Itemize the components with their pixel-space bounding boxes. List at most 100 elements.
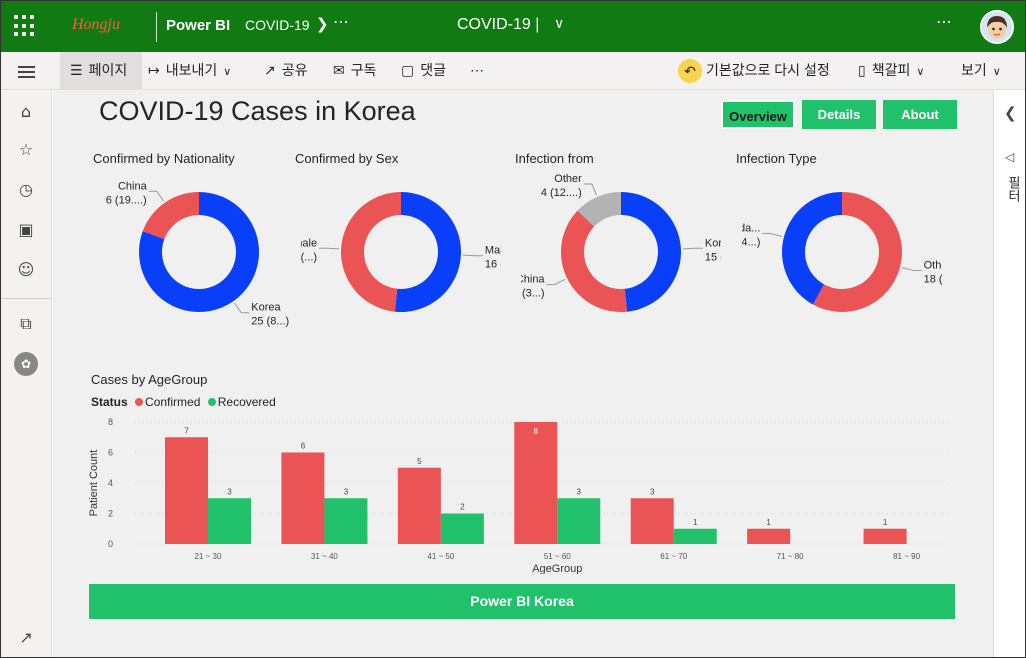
filter-pane-label[interactable]: 필터: [1006, 176, 1021, 202]
y-tick-label: 4: [108, 478, 113, 488]
apps-icon[interactable]: ▣: [18, 220, 34, 239]
report-name[interactable]: COVID-19 |: [457, 16, 540, 33]
donut-slice-male[interactable]: [394, 192, 462, 312]
top-app-bar: Hongju Power BI COVID-19 ❯ ⋯ COVID-19 | …: [0, 0, 1026, 52]
legend-item-confirmed[interactable]: Confirmed: [145, 395, 201, 409]
export-icon: ↦: [148, 62, 160, 78]
bookmark-button[interactable]: ▯ 책갈피 ∨: [858, 52, 924, 89]
more-options-icon[interactable]: ⋯: [936, 12, 953, 31]
leader-line: [546, 278, 566, 286]
export-label: 내보내기: [165, 62, 218, 78]
bar-confirmed[interactable]: [747, 528, 791, 544]
bookmark-label: 책갈피: [871, 62, 911, 78]
bar-confirmed[interactable]: [514, 422, 558, 544]
x-tick-label: 61 ~ 70: [660, 552, 687, 561]
bar-data-label: 1: [693, 518, 698, 527]
x-tick-label: 51 ~ 60: [544, 552, 571, 561]
bar-data-label: 3: [650, 487, 655, 496]
home-icon[interactable]: ⌂: [20, 102, 32, 121]
chevron-right-icon[interactable]: ❯: [316, 15, 329, 33]
bar-recovered[interactable]: [324, 498, 368, 544]
donut-slice-korea[interactable]: [139, 192, 259, 312]
legend-item-recovered[interactable]: Recovered: [217, 395, 276, 409]
bar-data-label: 5: [417, 457, 422, 466]
more-commands-icon[interactable]: ⋯: [470, 62, 485, 78]
bar-recovered[interactable]: [557, 498, 601, 544]
chart-title-infection-from: Infection from: [515, 151, 594, 166]
hamburger-menu-icon[interactable]: [18, 66, 35, 78]
y-axis-title: Patient Count: [88, 450, 100, 517]
chart-title-sex: Confirmed by Sex: [295, 151, 399, 166]
donut-slice-female[interactable]: [341, 192, 401, 312]
bar-chart-agegroup: Patient Count 0 2 4 6 8 7 3 21 ~ 30 6 3 31 ~ 40 5 2 41…: [88, 417, 950, 574]
nav-divider: [0, 298, 52, 299]
slice-value-label: 15 (...): [301, 251, 317, 263]
bar-recovered[interactable]: [673, 528, 717, 544]
bar-confirmed[interactable]: [165, 437, 208, 544]
bar-data-label: 1: [766, 518, 771, 527]
bar-confirmed[interactable]: [630, 498, 674, 544]
view-button[interactable]: 보기 ∨: [961, 52, 1001, 89]
comment-button[interactable]: ▢ 댓글: [401, 52, 446, 89]
export-button[interactable]: ↦ 내보내기 ∨: [148, 52, 231, 89]
donut-slice-other[interactable]: [577, 192, 621, 227]
legend-dot-confirmed: [135, 398, 144, 406]
undo-icon: ↶: [678, 59, 702, 84]
favorites-star-icon[interactable]: ☆: [18, 140, 34, 159]
filter-icon[interactable]: ◁: [1005, 150, 1015, 164]
reset-label: 기본값으로 다시 설정: [706, 62, 830, 78]
avatar[interactable]: [980, 10, 1014, 44]
workspaces-icon[interactable]: ⧉: [20, 314, 32, 333]
bar-confirmed[interactable]: [397, 467, 441, 544]
chart-title-agegroup: Cases by AgeGroup: [91, 372, 208, 387]
y-tick-label: 2: [108, 509, 113, 519]
mail-icon: ✉: [333, 62, 345, 78]
leader-line: [682, 247, 703, 250]
bar-data-label: 3: [344, 487, 349, 496]
subscribe-button[interactable]: ✉ 구독: [333, 52, 377, 89]
page-pane-button[interactable]: ☰ 페이지: [60, 52, 142, 89]
legend-title: Status: [91, 395, 128, 409]
donut-slice-korea[interactable]: [621, 192, 681, 312]
share-button[interactable]: ↗ 공유: [264, 52, 308, 89]
breadcrumb-more-icon[interactable]: ⋯: [333, 12, 350, 31]
slice-value-label: 15 (...): [705, 251, 721, 263]
slice-category-label: Seconda...: [742, 222, 760, 234]
nav-button-overview[interactable]: Overview: [721, 100, 795, 129]
nav-button-about[interactable]: About: [883, 100, 957, 129]
bar-recovered[interactable]: [440, 513, 484, 545]
bar-confirmed[interactable]: [863, 528, 907, 544]
workspace-avatar-icon[interactable]: ✿: [14, 352, 38, 376]
footer-banner[interactable]: Power BI Korea: [89, 584, 955, 619]
command-bar: ☰ 페이지 ↦ 내보내기 ∨ ↗ 공유 ✉ 구독 ▢ 댓글 ⋯ ↶ 기본값으로 다시 설정 ▯…: [0, 52, 1026, 90]
leader-line: [319, 247, 340, 250]
leader-line: [462, 254, 483, 257]
x-tick-label: 31 ~ 40: [311, 552, 338, 561]
donut-slice-secondary[interactable]: [782, 192, 842, 305]
donut-slice-china[interactable]: [142, 192, 199, 240]
left-navigation: ⌂ ☆ ◷ ▣ ☺ ⧉ ✿ ↗: [0, 90, 52, 658]
donut-slice-other[interactable]: [812, 192, 902, 312]
bar-confirmed[interactable]: [281, 452, 325, 545]
donut-slice-china[interactable]: [561, 210, 628, 312]
reset-default-button[interactable]: ↶ 기본값으로 다시 설정: [678, 52, 830, 89]
app-launcher-icon[interactable]: [14, 15, 36, 37]
leader-line: [234, 302, 250, 314]
bar-recovered[interactable]: [208, 498, 251, 544]
app-name[interactable]: Power BI: [166, 17, 231, 34]
chevron-left-icon[interactable]: ❮: [1004, 104, 1017, 122]
slice-category-label: Korea: [705, 237, 721, 249]
org-logo[interactable]: Hongju: [72, 16, 120, 33]
share-icon: ↗: [264, 62, 276, 78]
breadcrumb-workspace[interactable]: COVID-19: [245, 17, 310, 33]
slice-category-label: China: [118, 180, 148, 192]
chevron-down-icon[interactable]: ∨: [554, 16, 565, 32]
expand-arrow-icon[interactable]: ↗: [19, 628, 33, 647]
shared-with-me-icon[interactable]: ☺: [17, 260, 35, 279]
bar-data-label: 1: [883, 518, 888, 527]
report-canvas: COVID-19 Cases in Korea Overview Details…: [53, 90, 993, 658]
recent-clock-icon[interactable]: ◷: [19, 180, 33, 199]
leader-line: [583, 183, 598, 196]
nav-button-details[interactable]: Details: [802, 100, 876, 129]
slice-value-label: 16 (...): [485, 259, 501, 271]
